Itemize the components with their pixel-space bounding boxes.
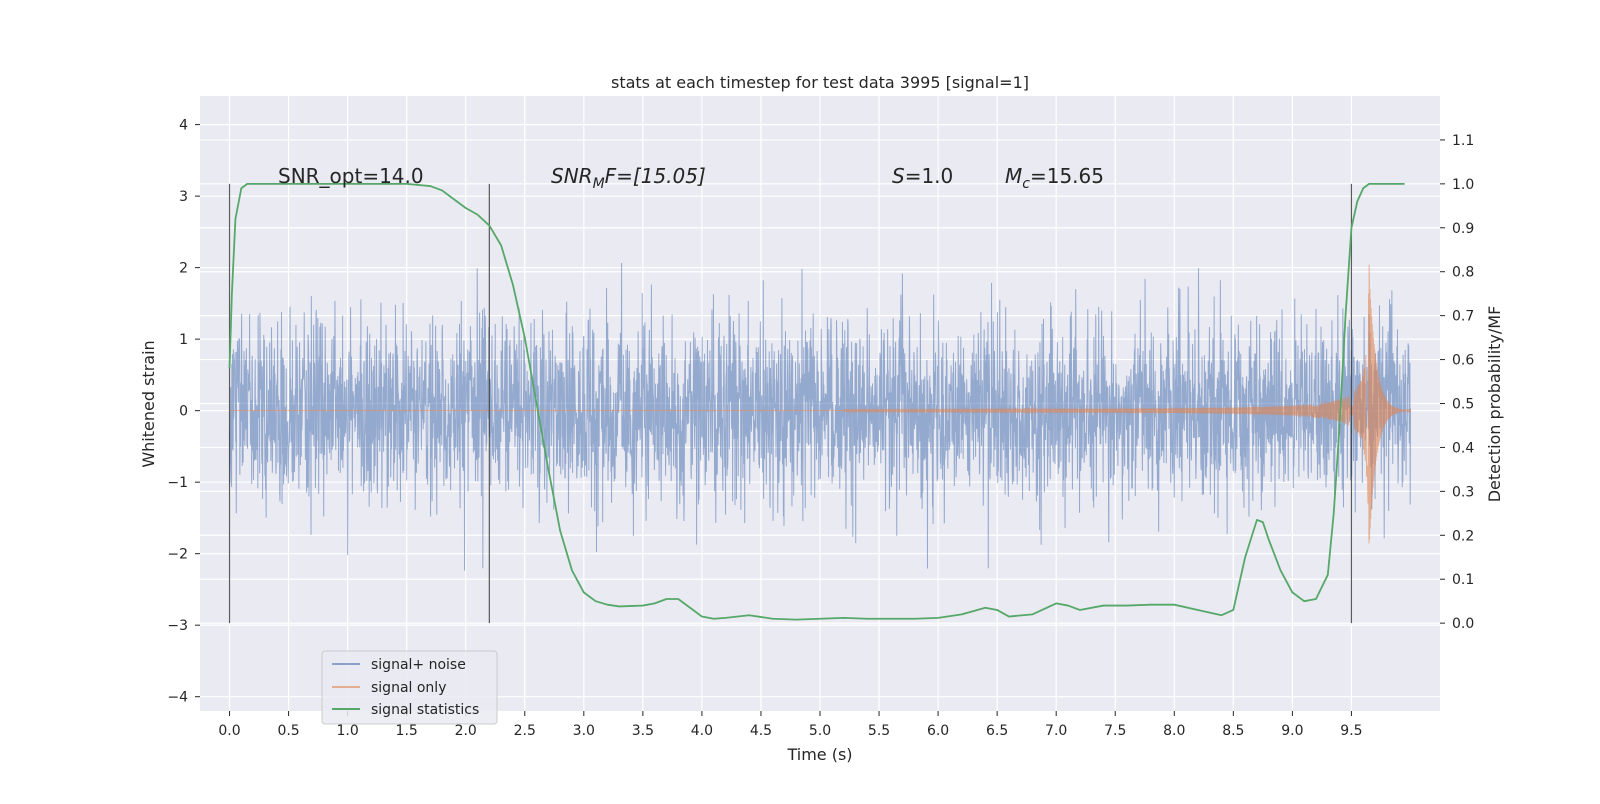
legend-box xyxy=(321,650,498,725)
x-tick-label: 9.0 xyxy=(1281,723,1303,739)
x-tick-label: 3.5 xyxy=(632,723,654,739)
mc-value: =15.65 xyxy=(1030,164,1104,188)
x-tick-label: 3.0 xyxy=(573,723,595,739)
y-right-tick-label: 0.6 xyxy=(1452,353,1474,369)
snr-mf-subscript: M xyxy=(593,176,605,192)
y-right-tick-label: 0.3 xyxy=(1452,484,1474,500)
x-tick-label: 4.0 xyxy=(691,723,713,739)
y-right-tick-label: 0.9 xyxy=(1452,221,1474,237)
x-tick-label: 9.5 xyxy=(1340,723,1362,739)
x-tick-label: 2.0 xyxy=(455,723,477,739)
signal-only-series xyxy=(229,264,1411,544)
y-tick-label: −2 xyxy=(167,547,188,563)
y-tick-label: −1 xyxy=(167,475,188,491)
y-right-tick-label: 0.7 xyxy=(1452,309,1474,325)
y-right-tick-label: 0.0 xyxy=(1452,616,1474,632)
y-tick-label: 2 xyxy=(179,261,188,277)
y-tick-labels: 4 3 2 1 0 −1 −2 −3 −4 xyxy=(167,118,200,706)
noise-line xyxy=(229,262,1411,571)
y-tick-label: −4 xyxy=(167,690,188,706)
y-right-tick-label: 1.0 xyxy=(1452,177,1474,193)
x-tick-label: 0.5 xyxy=(277,723,299,739)
signal-plus-noise-series xyxy=(229,262,1411,571)
vertical-marker-lines xyxy=(228,183,1353,624)
s-variable: S xyxy=(892,164,905,188)
x-axis-label: Time (s) xyxy=(786,745,852,764)
chirp-line xyxy=(229,264,1411,544)
y-tick-label: 4 xyxy=(179,118,188,134)
chart-title: stats at each timestep for test data 399… xyxy=(611,73,1029,92)
y-right-tick-label: 0.2 xyxy=(1452,528,1474,544)
legend-label-signal: signal only xyxy=(371,680,446,696)
x-tick-label: 0.0 xyxy=(218,723,240,739)
legend: signal+ noise signal only signal statist… xyxy=(321,650,498,725)
y-right-tick-label: 0.5 xyxy=(1452,397,1474,413)
legend-label-noise: signal+ noise xyxy=(371,657,466,673)
y-right-tick-label: 0.4 xyxy=(1452,440,1474,456)
x-tick-label: 1.0 xyxy=(336,723,358,739)
x-tick-label: 2.5 xyxy=(514,723,536,739)
mc-variable: M xyxy=(1005,164,1022,188)
y-right-axis-label: Detection probability/MF xyxy=(1485,306,1504,503)
x-tick-label: 8.0 xyxy=(1163,723,1185,739)
y-right-tick-label: 1.1 xyxy=(1452,133,1474,149)
x-tick-label: 8.5 xyxy=(1222,723,1244,739)
x-tick-label: 7.5 xyxy=(1104,723,1126,739)
signal-statistics-series xyxy=(228,182,1405,621)
x-tick-label: 7.0 xyxy=(1045,723,1067,739)
y-tick-label: −3 xyxy=(167,618,188,634)
x-tick-label: 4.5 xyxy=(750,723,772,739)
x-tick-label: 6.0 xyxy=(927,723,949,739)
y-tick-label: 3 xyxy=(179,189,188,205)
y-tick-label: 0 xyxy=(179,404,188,420)
snr-mf-prefix: SNR xyxy=(551,164,593,188)
annotation-s: S=1.0 xyxy=(892,164,953,188)
x-tick-labels: 0.0 0.5 1.0 1.5 2.0 2.5 3.0 3.5 4.0 4.5 5.0 5.5 6.0 6… xyxy=(218,711,1363,739)
snr-mf-suffix: F=[15.05] xyxy=(605,164,706,188)
x-tick-label: 5.0 xyxy=(809,723,831,739)
y-right-tick-labels: 1.1 1.0 0.9 0.8 0.7 0.6 0.5 0.4 0.3 0.2 0.1 0.0 xyxy=(1440,133,1474,632)
x-tick-label: 1.5 xyxy=(396,723,418,739)
annotation-mc: Mc=15.65 xyxy=(1005,164,1104,192)
annotation-snr-opt: SNR_opt=14.0 xyxy=(278,164,424,188)
y-right-tick-label: 0.1 xyxy=(1452,572,1474,588)
x-tick-label: 6.5 xyxy=(986,723,1008,739)
mc-subscript: c xyxy=(1022,176,1030,192)
y-right-tick-label: 0.8 xyxy=(1452,265,1474,281)
legend-label-statistics: signal statistics xyxy=(371,702,479,718)
y-axis-label: Whitened strain xyxy=(139,340,158,467)
s-value: =1.0 xyxy=(905,164,954,188)
y-tick-label: 1 xyxy=(179,332,188,348)
annotation-snr-mf: SNRMF=[15.05] xyxy=(551,164,706,192)
statistics-line xyxy=(228,182,1405,621)
x-tick-label: 5.5 xyxy=(868,723,890,739)
